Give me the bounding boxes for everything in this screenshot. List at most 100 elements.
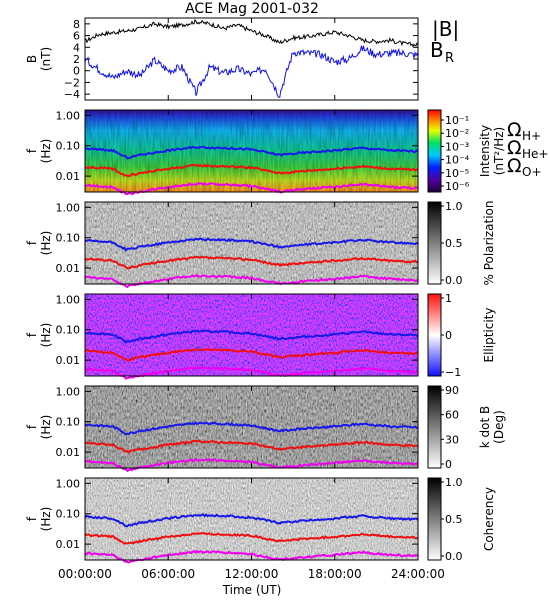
legend-omega-symbol: Ω xyxy=(507,137,522,159)
legend-br-subscript: R xyxy=(445,51,454,66)
panel-6: 1.00 0.10 0.01 f (Hz) 1.0 0.5 0.0 Coherency xyxy=(25,476,496,564)
y-axis-label: f xyxy=(25,148,39,153)
spectrogram-texture xyxy=(85,110,418,192)
gyrofrequency-line-he-plus xyxy=(85,163,418,178)
legend-omega-subscript: H+ xyxy=(522,129,541,143)
spectrogram-image xyxy=(85,202,418,284)
gyrofrequency-line-he-plus xyxy=(84,439,419,454)
x-tick-label: 18:00:00 xyxy=(308,567,362,581)
panel-3: 1.00 0.10 0.01 f (Hz) 1.0 0.5 0.0 % Polarization xyxy=(25,200,496,289)
y-tick-label: 0.01 xyxy=(56,354,81,367)
spectrogram-image xyxy=(85,478,418,560)
series-line-br xyxy=(84,45,419,98)
gyrofrequency-line-o-plus xyxy=(84,457,418,473)
colorbar-scale xyxy=(427,201,442,285)
colorbar-tick-label: 1 xyxy=(445,292,452,305)
colorbar-scale xyxy=(427,477,442,561)
colorbar: 1.0 0.5 0.0 Coherency xyxy=(427,476,496,563)
gyrofrequency-line-h-plus xyxy=(84,145,419,160)
gyrofrequency-line-h-plus xyxy=(84,237,419,252)
y-tick-label: 0.10 xyxy=(56,416,81,429)
colorbar-tick-label: 1.0 xyxy=(445,476,463,489)
y-tick-label: 0.10 xyxy=(56,508,81,521)
colorbar-tick-label: 60 xyxy=(445,409,459,422)
colorbar-tick-label: −1 xyxy=(445,366,461,379)
y-axis-label: B xyxy=(25,55,39,63)
colorbar-scale xyxy=(427,385,442,469)
colorbar-tick-label: 0.0 xyxy=(445,550,463,563)
colorbar: 1 0 −1 Ellipticity xyxy=(427,292,496,379)
y-tick-label: 8 xyxy=(73,18,80,31)
colorbar-tick-label: 90 xyxy=(445,384,459,397)
y-tick-label: 1.00 xyxy=(56,385,81,398)
gyrofrequency-line-he-plus xyxy=(84,348,419,362)
colorbar: 10⁻¹10⁻²10⁻³10⁻⁴10⁻⁵10⁻⁶ Intensity (nT²/Hz… xyxy=(427,109,506,193)
colorbar: 1.0 0.5 0.0 % Polarization xyxy=(427,200,496,287)
y-tick-label: 0 xyxy=(73,65,80,78)
y-axis-unit: (Hz) xyxy=(39,415,53,440)
gyrofrequency-line-o-plus xyxy=(84,182,418,196)
legend-omega-subscript: He+ xyxy=(522,147,548,161)
y-tick-label: 1.00 xyxy=(56,109,81,122)
y-tick-label: 0.01 xyxy=(56,262,81,275)
gyrofrequency-line-he-plus xyxy=(84,532,419,545)
colorbar-scale xyxy=(427,109,442,193)
colorbar: 90 60 30 0 k dot B (Deg) xyxy=(427,384,506,471)
y-tick-label: 4 xyxy=(73,41,80,54)
colorbar-tick-label: 1.0 xyxy=(445,200,463,213)
x-axis: 00:00:00 06:00:00 12:00:00 18:00:00 24:00:00… xyxy=(58,567,445,597)
y-tick-label: −4 xyxy=(64,88,80,101)
colorbar-tick-label: 0.5 xyxy=(445,513,463,526)
y-axis-unit: (Hz) xyxy=(39,507,53,532)
x-tick-label: 00:00:00 xyxy=(58,567,112,581)
panel-5: 1.00 0.10 0.01 f (Hz) 90 60 30 0 k dot B (Deg) xyxy=(25,384,506,473)
series-line-bmag xyxy=(84,18,419,48)
panel-4: 1.00 0.10 0.01 f (Hz) 1 0 −1 Ellipticity xyxy=(25,292,496,380)
y-axis-label: f xyxy=(25,332,39,337)
gyrofrequency-line-h-plus xyxy=(84,421,419,436)
panel-2: 1.00 0.10 0.01 f (Hz) 10⁻¹10⁻²10⁻³10⁻⁴10⁻⁵10⁻… xyxy=(25,109,548,196)
y-tick-label: −2 xyxy=(64,76,80,89)
colorbar-tick-label: 0 xyxy=(445,329,452,342)
y-axis-label: f xyxy=(25,240,39,245)
x-tick-label: 24:00:00 xyxy=(391,567,445,581)
colorbar-tick-label: 0 xyxy=(445,458,452,471)
y-axis-unit: (Hz) xyxy=(39,323,53,348)
y-tick-label: 0.10 xyxy=(56,140,81,153)
x-tick-label: 12:00:00 xyxy=(225,567,279,581)
y-tick-label: 2 xyxy=(73,53,80,66)
legend-br-label: B xyxy=(430,38,444,62)
colorbar-unit: (Deg) xyxy=(492,410,506,444)
y-tick-label: 0.10 xyxy=(56,232,81,245)
colorbar-label: Intensity xyxy=(478,125,492,177)
x-tick-label: 06:00:00 xyxy=(141,567,195,581)
gyrofrequency-line-h-plus xyxy=(84,329,419,344)
y-tick-label: 0.01 xyxy=(56,538,81,551)
legend-omega-subscript: O+ xyxy=(522,165,542,179)
y-tick-label: 1.00 xyxy=(56,293,81,306)
colorbar-tick-label: 0.0 xyxy=(445,274,463,287)
x-axis-label: Time (UT) xyxy=(222,583,282,597)
y-axis-unit: (Hz) xyxy=(39,139,53,164)
colorbar-label: k dot B xyxy=(478,406,492,448)
chart-title: ACE Mag 2001-032 xyxy=(185,1,319,17)
colorbar-label: Ellipticity xyxy=(482,308,496,363)
y-tick-label: 0.01 xyxy=(56,170,81,183)
colorbar-tick-label: 10⁻² xyxy=(445,127,469,140)
colorbar-unit: (nT²/Hz) xyxy=(492,127,506,175)
colorbar-label: Coherency xyxy=(482,487,496,551)
legend-omega-symbol: Ω xyxy=(507,155,522,177)
colorbar-tick-label: 10⁻³ xyxy=(445,140,469,153)
panel-background xyxy=(85,18,418,100)
gyrofrequency-line-h-plus xyxy=(84,513,419,528)
colorbar-tick-label: 10⁻¹ xyxy=(445,114,469,127)
legend: |B|B R xyxy=(430,17,459,66)
y-tick-label: 1.00 xyxy=(56,477,81,490)
y-axis-label: f xyxy=(25,424,39,429)
colorbar-tick-label: 10⁻⁶ xyxy=(445,180,470,193)
y-tick-label: 6 xyxy=(73,30,80,43)
y-axis-label: f xyxy=(25,516,39,521)
